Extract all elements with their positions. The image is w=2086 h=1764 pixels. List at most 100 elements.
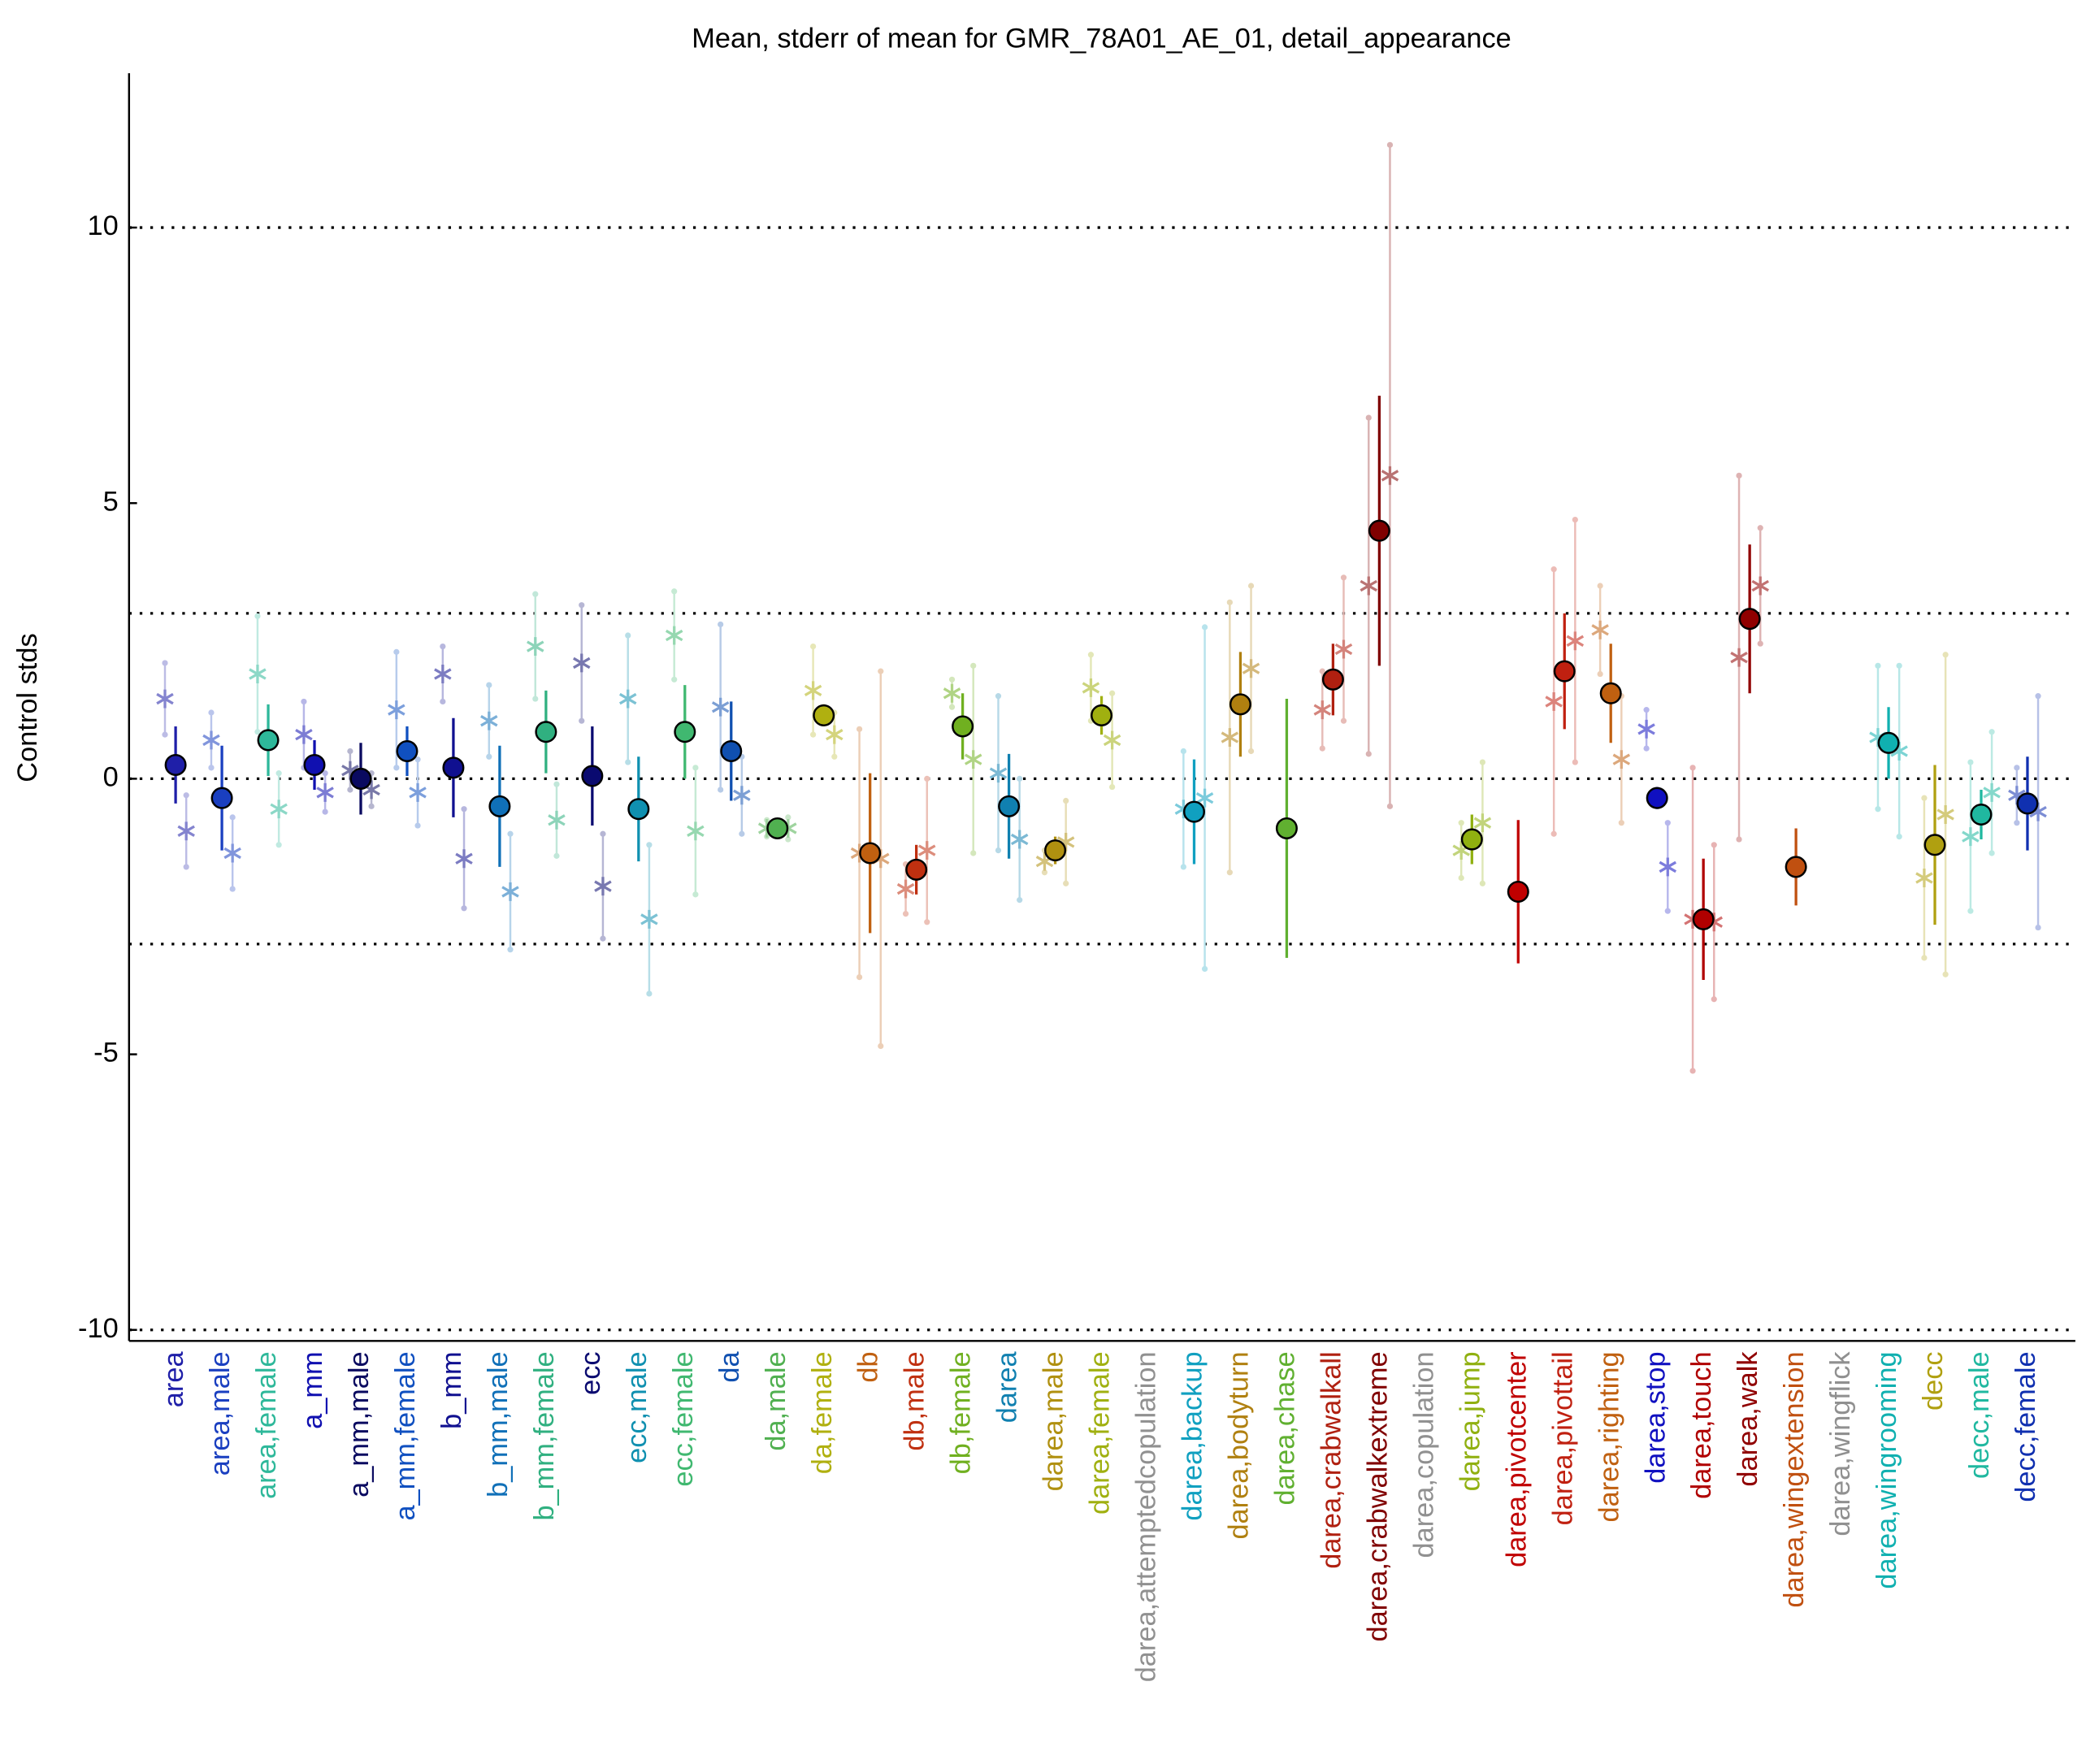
x-tick-label: ecc bbox=[575, 1351, 606, 1394]
mean-marker bbox=[488, 795, 511, 817]
star-error-cap bbox=[275, 770, 282, 777]
mean-marker bbox=[1923, 834, 1946, 856]
star-marker bbox=[1221, 728, 1239, 747]
mean-marker bbox=[2016, 792, 2039, 815]
star-error-cap bbox=[393, 765, 400, 771]
star-error-cap bbox=[1736, 836, 1742, 843]
star-marker bbox=[1195, 788, 1214, 808]
star-marker bbox=[316, 782, 334, 802]
mean-marker bbox=[1553, 660, 1576, 683]
star-error-cap bbox=[948, 704, 956, 710]
star-marker bbox=[388, 700, 405, 720]
star-error-cap bbox=[1618, 820, 1624, 826]
star-error-cap bbox=[1180, 864, 1186, 870]
star-error-cap bbox=[924, 919, 930, 925]
star-marker bbox=[1381, 466, 1399, 485]
star-error-cap bbox=[2035, 693, 2041, 700]
star-error-cap bbox=[785, 836, 791, 843]
mean-marker bbox=[1970, 803, 1993, 826]
star-marker bbox=[1242, 659, 1260, 678]
star-error-cap bbox=[1664, 908, 1671, 914]
star-error-cap bbox=[1597, 670, 1603, 678]
x-tick-label: decc,female bbox=[2010, 1351, 2041, 1502]
star-error-cap bbox=[878, 668, 884, 674]
star-error-cap bbox=[1087, 652, 1095, 658]
star-error-cap bbox=[1967, 759, 1974, 765]
star-error-cap bbox=[254, 729, 261, 735]
star-error-cap bbox=[1041, 869, 1048, 876]
star-error-cap bbox=[1109, 690, 1116, 696]
star-error-cap bbox=[1201, 965, 1208, 973]
mean-marker bbox=[674, 721, 696, 743]
star-error-cap bbox=[692, 891, 699, 898]
star-error-cap bbox=[553, 781, 560, 787]
star-marker bbox=[1010, 830, 1029, 849]
star-error-cap bbox=[1365, 414, 1372, 421]
x-tick-label: b_mm,male bbox=[483, 1351, 514, 1497]
star-marker bbox=[527, 637, 544, 657]
star-error-cap bbox=[301, 698, 307, 705]
star-marker bbox=[270, 800, 288, 819]
x-tick-label: darea,stop bbox=[1640, 1351, 1671, 1483]
star-marker bbox=[826, 725, 844, 744]
star-marker bbox=[594, 877, 612, 896]
x-tick-label: darea,pivotcenter bbox=[1501, 1351, 1532, 1567]
mean-marker bbox=[535, 721, 557, 743]
x-tick-label: darea,chase bbox=[1269, 1351, 1300, 1505]
mean-marker bbox=[164, 753, 187, 776]
mean-marker bbox=[1091, 704, 1113, 726]
star-error-cap bbox=[718, 787, 724, 793]
star-marker bbox=[1360, 576, 1378, 596]
star-error-cap bbox=[393, 648, 400, 655]
y-tick-label: 5 bbox=[103, 486, 119, 517]
y-tick-label: 10 bbox=[87, 210, 118, 241]
x-tick-label: darea bbox=[992, 1351, 1023, 1424]
star-marker bbox=[1915, 869, 1933, 887]
star-error-cap bbox=[1988, 850, 1995, 856]
star-error-cap bbox=[532, 591, 539, 597]
x-tick-label: b_mm bbox=[436, 1351, 467, 1428]
star-error-cap bbox=[322, 770, 328, 777]
star-error-cap bbox=[1017, 897, 1023, 904]
star-error-cap bbox=[507, 830, 514, 837]
star-error-cap bbox=[229, 814, 236, 821]
star-marker bbox=[573, 653, 591, 673]
mean-marker bbox=[720, 739, 743, 762]
mean-marker bbox=[1738, 608, 1761, 631]
star-error-cap bbox=[1572, 759, 1578, 765]
star-error-cap bbox=[646, 990, 653, 997]
star-error-cap bbox=[208, 765, 215, 771]
star-error-cap bbox=[1386, 803, 1394, 809]
star-marker bbox=[918, 841, 936, 860]
star-error-cap bbox=[254, 613, 261, 619]
star-error-cap bbox=[718, 621, 724, 628]
mean-marker bbox=[905, 858, 928, 881]
star-marker bbox=[1313, 700, 1332, 720]
star-marker bbox=[1591, 620, 1609, 639]
star-marker bbox=[1334, 639, 1353, 659]
star-error-cap bbox=[368, 803, 375, 809]
star-error-cap bbox=[1340, 574, 1347, 581]
x-tick-label: decc,male bbox=[1964, 1351, 1995, 1479]
star-error-cap bbox=[692, 765, 699, 771]
star-error-cap bbox=[995, 693, 1002, 700]
star-error-cap bbox=[1201, 624, 1208, 631]
star-marker bbox=[1612, 750, 1631, 769]
mean-marker bbox=[813, 704, 835, 726]
star-error-cap bbox=[1479, 759, 1486, 765]
star-error-cap bbox=[1643, 707, 1650, 713]
star-marker bbox=[711, 697, 730, 717]
mean-marker bbox=[1646, 787, 1668, 809]
star-error-cap bbox=[1109, 783, 1116, 791]
star-marker bbox=[989, 764, 1008, 783]
star-error-cap bbox=[347, 787, 353, 793]
star-error-cap bbox=[785, 814, 791, 821]
star-error-cap bbox=[1458, 820, 1464, 826]
mean-marker bbox=[1044, 839, 1067, 862]
star-error-cap bbox=[579, 717, 585, 724]
star-error-cap bbox=[1458, 874, 1464, 882]
star-error-cap bbox=[229, 886, 236, 892]
star-marker bbox=[1659, 857, 1677, 877]
x-tick-label: a_mm bbox=[297, 1351, 328, 1428]
star-marker bbox=[1566, 631, 1585, 651]
